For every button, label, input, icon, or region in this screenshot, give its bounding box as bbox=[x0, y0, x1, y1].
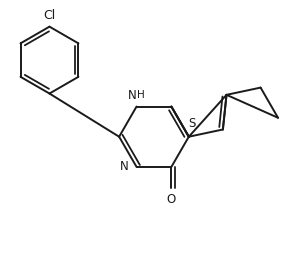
Text: O: O bbox=[167, 193, 176, 206]
Text: N: N bbox=[128, 89, 137, 102]
Text: N: N bbox=[120, 160, 129, 173]
Text: Cl: Cl bbox=[43, 9, 56, 22]
Text: S: S bbox=[188, 118, 196, 130]
Text: H: H bbox=[136, 90, 144, 100]
